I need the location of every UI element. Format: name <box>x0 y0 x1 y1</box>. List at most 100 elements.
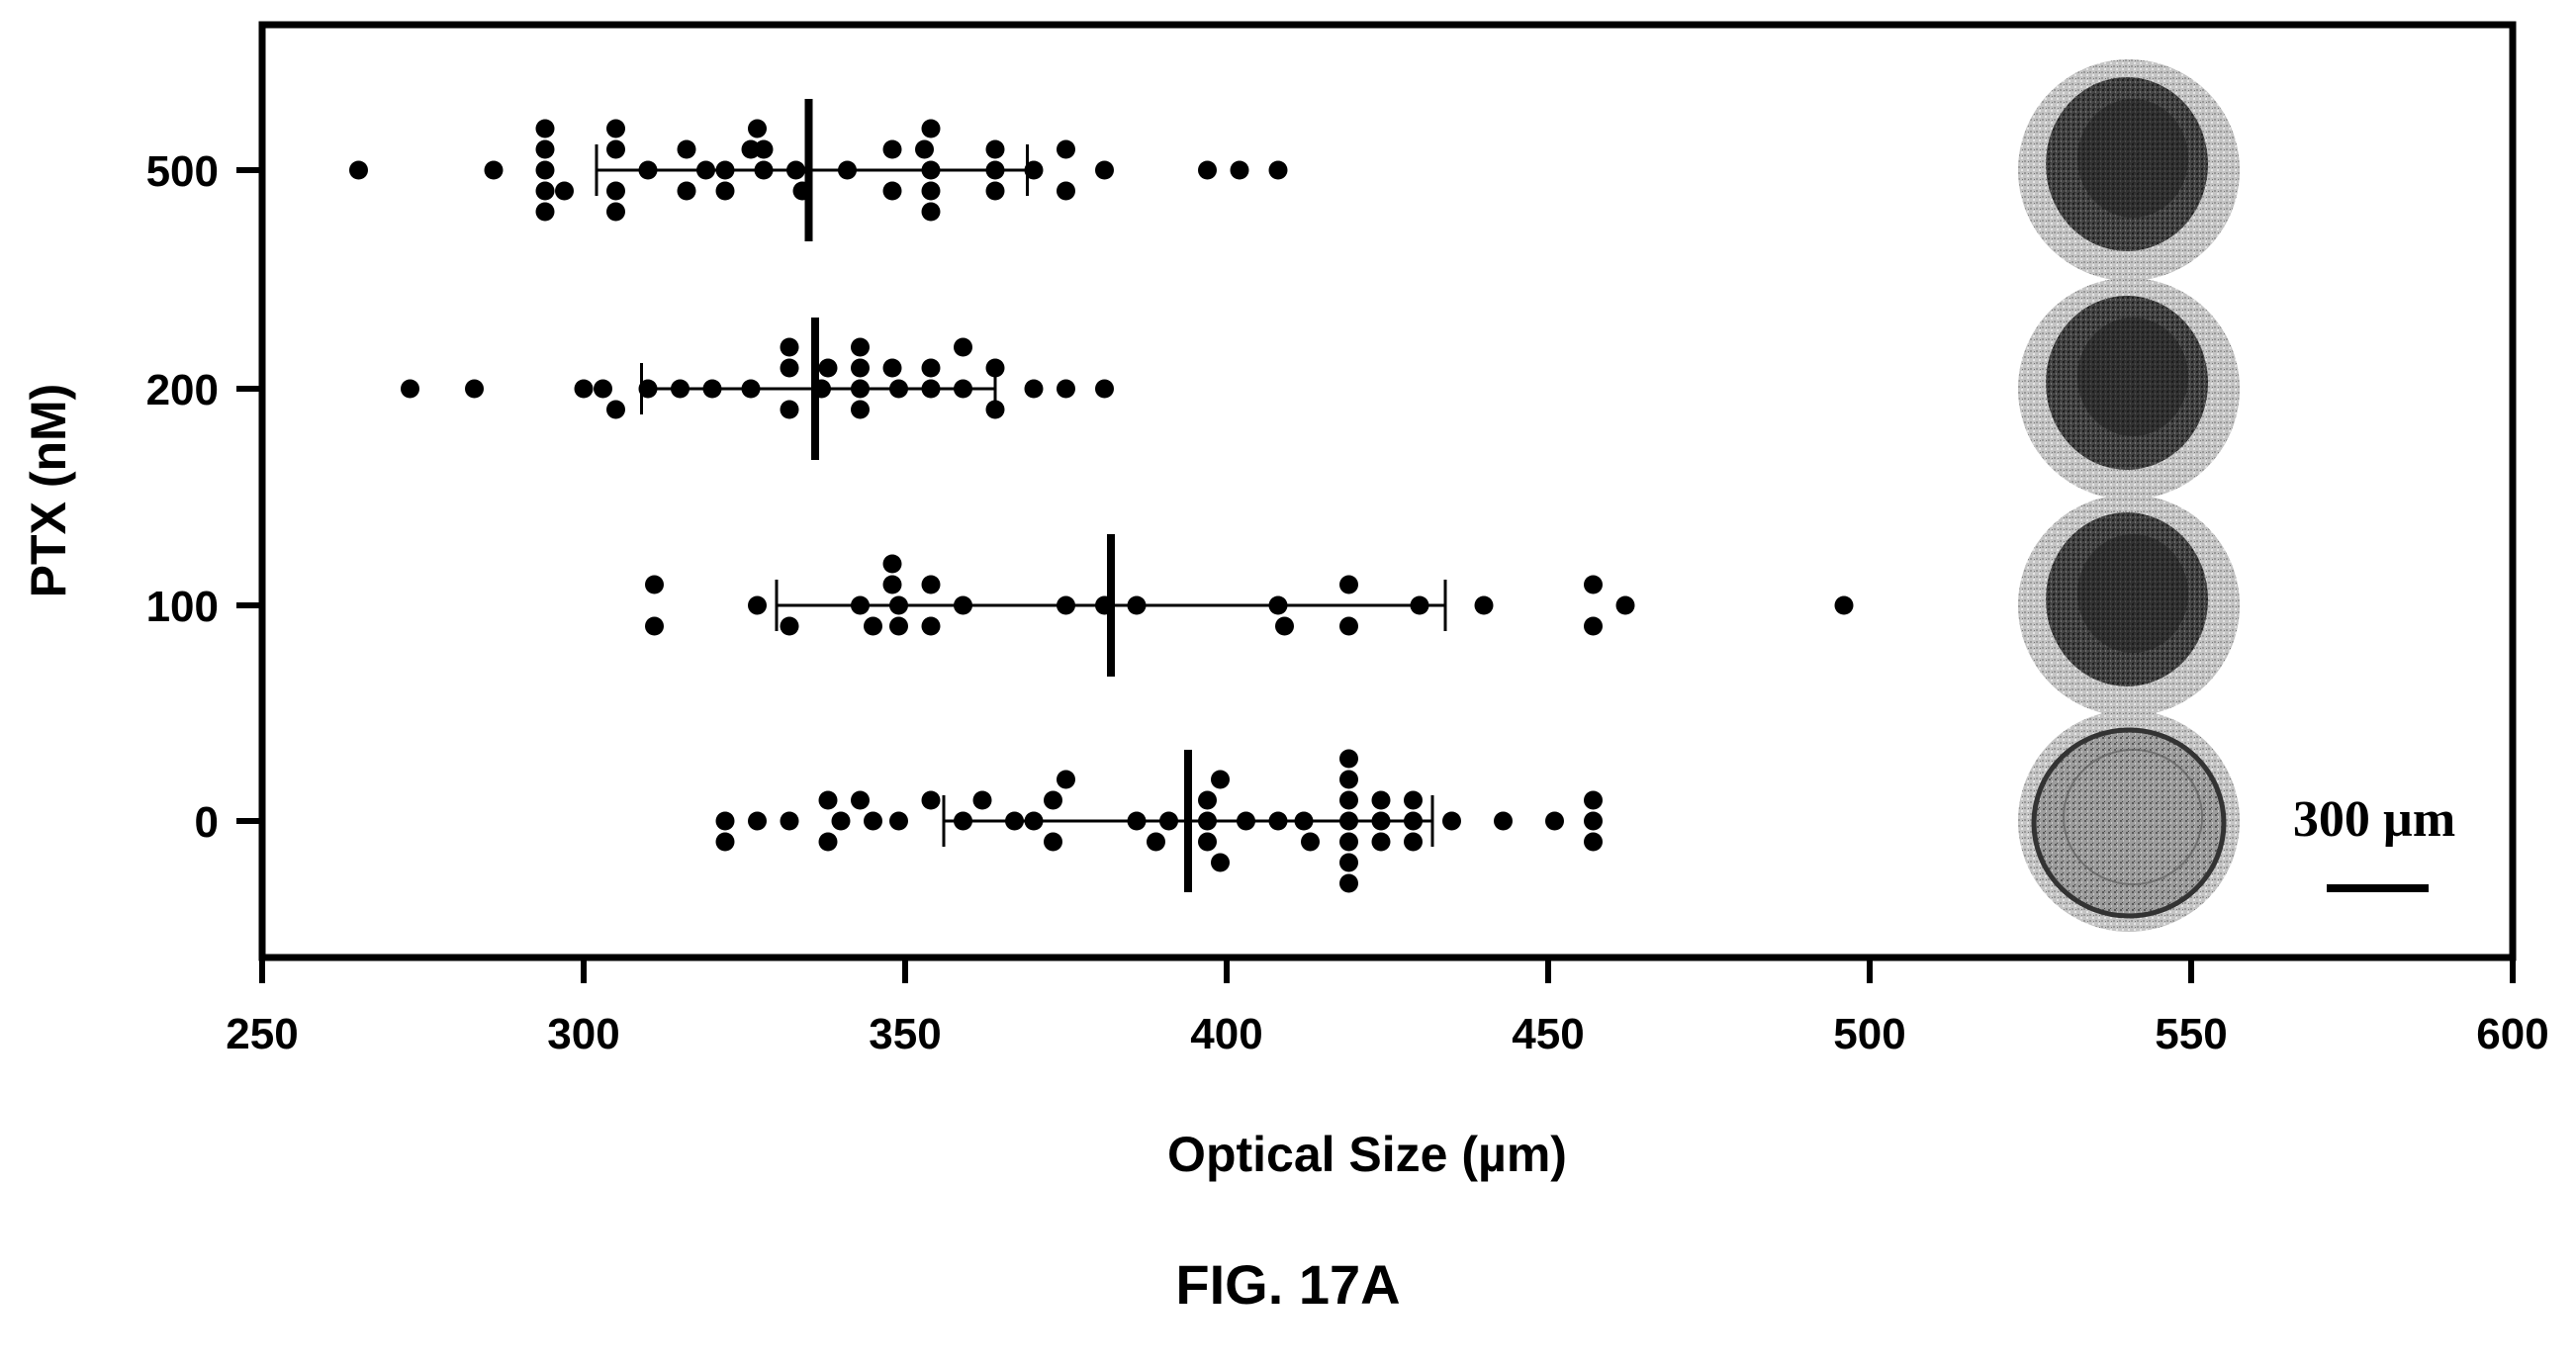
spheroid-image <box>2018 278 2240 500</box>
data-point <box>1371 832 1391 852</box>
x-tick-label: 550 <box>2155 1010 2227 1058</box>
data-point <box>1275 616 1294 636</box>
data-point <box>748 595 767 615</box>
data-point <box>851 337 870 357</box>
x-tick-label: 500 <box>1833 1010 1905 1058</box>
data-point <box>1127 811 1147 831</box>
data-point <box>1268 811 1288 831</box>
y-axis-title: PTX (nM) <box>21 384 76 598</box>
data-points <box>349 119 1854 893</box>
data-point <box>741 139 761 159</box>
data-point <box>882 139 902 159</box>
data-point <box>1198 160 1217 180</box>
data-point <box>921 160 941 180</box>
data-point <box>715 811 735 831</box>
x-tick-label: 600 <box>2476 1010 2548 1058</box>
data-point <box>535 202 555 222</box>
data-point <box>715 160 735 180</box>
data-point <box>1057 379 1075 399</box>
data-point <box>818 790 838 810</box>
y-tick-label: 200 <box>146 366 219 414</box>
data-point <box>972 790 992 810</box>
data-point <box>606 119 625 138</box>
data-point <box>851 595 870 615</box>
data-point <box>741 379 761 399</box>
spheroid-core <box>2046 512 2208 686</box>
data-point <box>535 160 555 180</box>
data-point <box>349 160 368 180</box>
data-point <box>1230 160 1249 180</box>
data-point <box>851 400 870 419</box>
spheroid-center <box>2077 318 2188 436</box>
data-point <box>1057 181 1075 201</box>
data-point <box>1339 770 1358 789</box>
data-point <box>780 337 799 357</box>
data-point <box>1404 811 1423 831</box>
data-point <box>915 139 934 159</box>
data-point <box>882 181 902 201</box>
data-point <box>696 160 715 180</box>
plot-frame <box>258 21 2517 961</box>
data-point <box>818 832 838 852</box>
x-tick-label: 300 <box>547 1010 619 1058</box>
data-point <box>1474 595 1494 615</box>
data-point <box>985 160 1005 180</box>
data-point <box>1159 811 1178 831</box>
data-point <box>535 181 555 201</box>
data-point <box>889 595 908 615</box>
data-point <box>1339 575 1358 594</box>
data-point <box>1211 853 1230 872</box>
data-point <box>574 379 594 399</box>
data-point <box>1237 811 1255 831</box>
data-point <box>882 358 902 378</box>
axes: 250 300 350 400 450 500 550 600 0 100 200 500 <box>146 147 2549 1058</box>
data-point <box>638 379 658 399</box>
data-point <box>555 181 574 201</box>
data-point <box>1371 811 1391 831</box>
data-point <box>715 181 735 201</box>
data-point <box>1127 595 1147 615</box>
data-point <box>606 181 625 201</box>
data-point <box>954 379 972 399</box>
data-point <box>1024 160 1044 180</box>
data-point <box>1834 595 1854 615</box>
data-point <box>1198 790 1217 810</box>
x-tick-label: 350 <box>869 1010 941 1058</box>
data-point <box>606 400 625 419</box>
data-point <box>864 811 882 831</box>
data-point <box>1211 770 1230 789</box>
data-point <box>715 832 735 852</box>
data-point <box>1095 379 1114 399</box>
data-point <box>671 379 690 399</box>
summary-bars <box>595 99 1447 892</box>
data-point <box>1294 811 1314 831</box>
data-point <box>1339 811 1358 831</box>
data-point <box>465 379 484 399</box>
data-point <box>851 790 870 810</box>
data-point <box>645 616 664 636</box>
data-point <box>1371 790 1391 810</box>
data-point <box>921 358 941 378</box>
data-point <box>1339 853 1358 872</box>
data-point <box>851 379 870 399</box>
data-point <box>1095 595 1114 615</box>
data-point <box>535 119 555 138</box>
data-point <box>1024 379 1044 399</box>
data-point <box>1404 832 1423 852</box>
data-point <box>748 119 767 138</box>
data-point <box>1198 832 1217 852</box>
data-point <box>1339 790 1358 810</box>
data-point <box>594 379 612 399</box>
data-point <box>882 575 902 594</box>
data-point <box>954 595 972 615</box>
x-tick-label: 400 <box>1190 1010 1262 1058</box>
data-point <box>780 400 799 419</box>
spheroid-center <box>2077 99 2188 218</box>
data-point <box>1147 832 1165 852</box>
data-point <box>1301 832 1320 852</box>
data-point <box>754 160 774 180</box>
spheroid-ring <box>2063 749 2203 885</box>
data-point <box>1024 811 1044 831</box>
data-point <box>606 139 625 159</box>
